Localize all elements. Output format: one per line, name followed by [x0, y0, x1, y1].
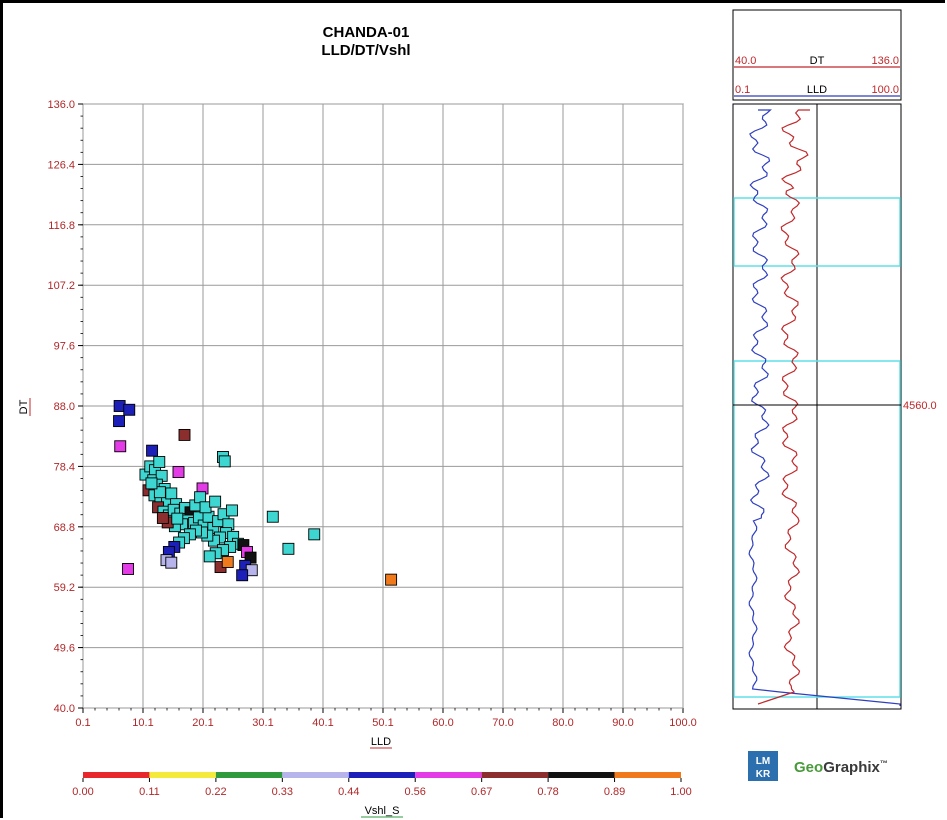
x-axis-label: LLD [371, 736, 391, 748]
data-point [385, 573, 398, 586]
color-scale-bar [83, 772, 681, 778]
x-tick-label: 40.1 [312, 717, 333, 729]
color-scale-tick-label: 0.67 [471, 786, 492, 798]
y-tick-label: 88.0 [54, 401, 75, 413]
data-point [308, 528, 321, 541]
log-header-box [732, 9, 902, 101]
color-scale-segment [149, 772, 216, 778]
color-scale-tick-labels: 0.00 0.11 0.22 0.33 0.44 0.56 0.67 0.78 0.89 1.00 [72, 778, 692, 798]
color-scale-tick-label: 0.22 [205, 786, 226, 798]
log-track [732, 103, 902, 710]
color-scale-tick-label: 1.00 [670, 786, 691, 798]
x-tick-label: 0.1 [75, 717, 90, 729]
color-scale-segment [614, 772, 681, 778]
data-point [178, 428, 191, 441]
data-point [146, 444, 159, 457]
dt-track-label: DT [810, 55, 825, 67]
color-scale-segment [481, 772, 549, 778]
lld-scale-min: 0.1 [735, 84, 750, 96]
plot-area [78, 103, 684, 713]
geographix-logo: LM KR GeoGraphix™ [748, 751, 888, 781]
color-scale-tick-label: 0.89 [604, 786, 625, 798]
lmkr-logo-text-top: LM [756, 756, 770, 767]
data-point [122, 563, 134, 575]
y-axis-label: DT [18, 399, 30, 414]
color-scale-segment [282, 772, 349, 778]
dt-scale-max: 136.0 [871, 55, 899, 67]
data-point [113, 415, 125, 428]
data-point [172, 466, 185, 479]
x-tick-label: 30.1 [252, 717, 273, 729]
data-point [266, 510, 279, 523]
lld-track-label: LLD [807, 84, 827, 96]
color-scale-tick-label: 0.11 [139, 786, 160, 798]
color-scale-tick-label: 0.44 [338, 786, 359, 798]
color-scale-tick-label: 0.56 [405, 786, 426, 798]
y-tick-label: 107.2 [47, 280, 75, 292]
data-point [203, 550, 216, 563]
x-tick-label: 90.0 [612, 717, 633, 729]
zone-2 [733, 360, 901, 698]
data-point [225, 504, 238, 517]
color-scale-segment [415, 772, 482, 778]
y-tick-labels: 136.0 126.4 116.8 107.2 97.6 88.0 78.4 68.8 59.2… [47, 99, 75, 715]
data-point [114, 440, 127, 453]
brand-graphix: Graphix [823, 759, 880, 776]
y-tick-label: 97.6 [54, 341, 75, 353]
lld-scale-max: 100.0 [871, 84, 899, 96]
x-tick-label: 70.0 [492, 717, 513, 729]
color-scale-label: Vshl_S [365, 805, 400, 817]
y-tick-label: 49.6 [54, 643, 75, 655]
depth-marker-label: 4560.0 [903, 400, 937, 412]
x-tick-label: 80.0 [552, 717, 573, 729]
x-tick-labels: 0.1 10.1 20.1 30.1 40.1 50.1 60.0 70.0 80.0 90.0 1… [75, 717, 696, 729]
data-point [153, 456, 166, 468]
zone-1 [733, 197, 901, 267]
x-tick-label: 50.1 [372, 717, 393, 729]
data-point [221, 556, 234, 568]
data-point [236, 569, 249, 582]
brand-trademark: ™ [880, 759, 888, 768]
brand-geo: Geo [794, 759, 823, 776]
y-tick-label: 116.8 [48, 220, 75, 232]
y-tick-label: 59.2 [54, 582, 75, 594]
x-tick-label: 100.0 [669, 717, 697, 729]
color-scale-segment [83, 772, 150, 778]
y-tick-label: 126.4 [47, 159, 75, 171]
color-scale-segment [348, 772, 416, 778]
scatter-points [113, 400, 398, 586]
color-scale-tick-label: 0.78 [537, 786, 558, 798]
dt-scale-min: 40.0 [735, 55, 756, 67]
data-point [123, 403, 136, 416]
chart-title: CHANDA-01 [323, 24, 410, 41]
lmkr-logo-icon [748, 751, 778, 781]
data-point [194, 491, 207, 504]
data-point [209, 495, 222, 508]
y-tick-label: 40.0 [54, 703, 75, 715]
data-point [156, 512, 169, 524]
color-scale-segment [548, 772, 615, 778]
lld-curve [748, 109, 901, 706]
x-tick-label: 20.1 [192, 717, 213, 729]
data-point [218, 455, 231, 468]
x-tick-label: 10.1 [132, 717, 153, 729]
data-point [282, 542, 295, 555]
chart-subtitle: LLD/DT/Vshl [321, 42, 410, 59]
data-point [165, 556, 178, 569]
color-scale-tick-label: 0.33 [272, 786, 293, 798]
data-point [165, 487, 178, 500]
color-scale-tick-label: 0.00 [72, 786, 93, 798]
x-tick-label: 60.0 [432, 717, 453, 729]
data-point [145, 477, 158, 490]
brand-name: GeoGraphix™ [794, 759, 888, 776]
y-tick-label: 78.4 [54, 461, 75, 473]
y-tick-label: 136.0 [47, 99, 75, 111]
data-point [153, 486, 166, 499]
data-point [171, 512, 184, 525]
y-tick-label: 68.8 [54, 522, 75, 534]
color-scale-segment [215, 772, 283, 778]
lmkr-logo-text-bottom: KR [756, 769, 771, 780]
